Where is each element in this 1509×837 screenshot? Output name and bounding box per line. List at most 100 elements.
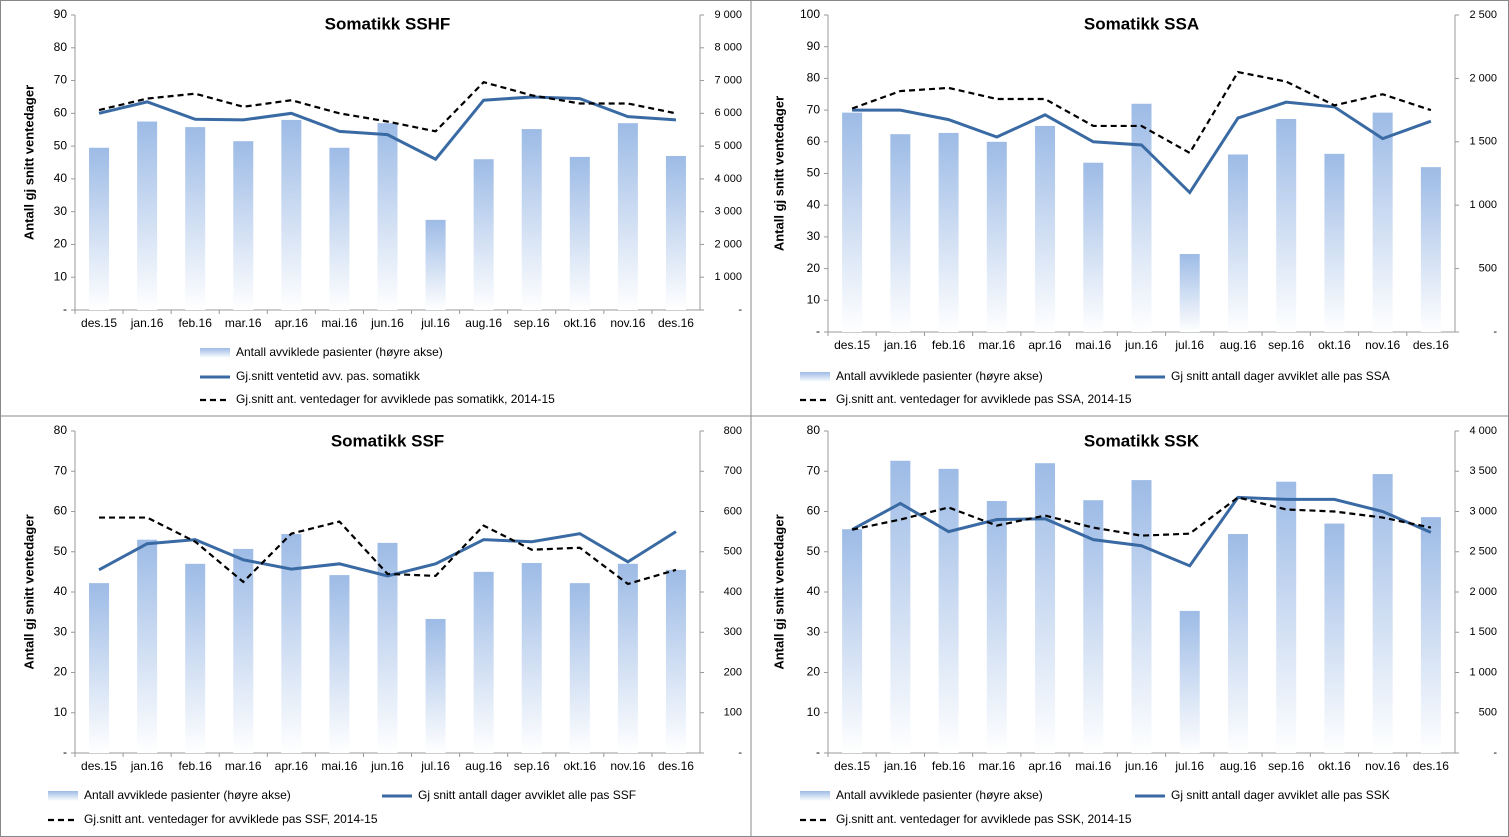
x-tick-label: apr.16	[275, 316, 309, 330]
y2-tick-label: 2 500	[1469, 546, 1497, 558]
x-tick-label: feb.16	[179, 759, 213, 773]
y2-tick-label: 300	[724, 626, 742, 638]
chart-title: Somatikk SSF	[331, 431, 444, 450]
legend-swatch	[800, 791, 830, 801]
y2-tick-label: -	[738, 304, 742, 316]
x-tick-label: sep.16	[514, 316, 550, 330]
bar	[1035, 463, 1056, 753]
x-tick-label: nov.16	[610, 759, 645, 773]
bar	[329, 147, 350, 310]
y-tick-label: 20	[807, 261, 821, 275]
y-tick-label: 20	[54, 237, 68, 251]
x-tick-label: mar.16	[978, 759, 1015, 773]
legend-label: Gj.snitt ant. ventedager for avviklede p…	[84, 812, 378, 826]
x-tick-label: des.15	[81, 759, 117, 773]
y-tick-label: 90	[807, 39, 821, 53]
y2-tick-label: 5 000	[714, 140, 742, 152]
y-tick-label: 90	[54, 7, 68, 21]
x-tick-label: jun.16	[1124, 759, 1158, 773]
y-tick-label: 50	[54, 544, 68, 558]
y-axis-label: Antall gj snitt ventedager	[771, 514, 786, 669]
bar	[1035, 125, 1056, 332]
y2-tick-label: 8 000	[714, 42, 742, 54]
bar	[1227, 154, 1248, 332]
y-tick-label: 50	[807, 166, 821, 180]
x-tick-label: apr.16	[1028, 759, 1062, 773]
y2-tick-label: 1 500	[1469, 136, 1497, 148]
x-tick-label: jan.16	[130, 316, 164, 330]
y2-tick-label: 500	[1479, 263, 1497, 275]
bar	[185, 563, 206, 753]
x-tick-label: aug.16	[1220, 759, 1257, 773]
bar	[665, 155, 686, 310]
bar	[617, 563, 638, 753]
y-tick-label: 40	[807, 584, 821, 598]
y-tick-label: 80	[807, 71, 821, 85]
bar	[1276, 118, 1297, 332]
x-tick-label: nov.16	[610, 316, 645, 330]
x-tick-label: aug.16	[465, 759, 502, 773]
x-tick-label: des.15	[834, 338, 870, 352]
y2-tick-label: 4 000	[1469, 425, 1497, 437]
x-tick-label: mai.16	[1075, 759, 1111, 773]
y2-tick-label: 1 000	[714, 271, 742, 283]
bar	[281, 534, 302, 753]
legend-label: Antall avviklede pasienter (høyre akse)	[236, 345, 443, 359]
x-tick-label: okt.16	[563, 759, 596, 773]
y-tick-label: 60	[54, 504, 68, 518]
bar	[377, 542, 398, 753]
bar	[986, 501, 1007, 753]
y2-tick-label: 500	[1479, 707, 1497, 719]
y2-tick-label: 9 000	[714, 9, 742, 21]
bar	[1083, 162, 1104, 332]
bar	[425, 219, 446, 310]
bar	[890, 460, 911, 753]
legend-label: Antall avviklede pasienter (høyre akse)	[836, 369, 1043, 383]
x-tick-label: apr.16	[275, 759, 309, 773]
bar	[890, 134, 911, 332]
y-tick-label: 30	[807, 624, 821, 638]
bar	[1179, 254, 1200, 332]
y2-tick-label: 1 500	[1469, 626, 1497, 638]
x-tick-label: jul.16	[1174, 338, 1204, 352]
y2-tick-label: 6 000	[714, 107, 742, 119]
bar	[1131, 480, 1152, 753]
bar	[233, 548, 254, 753]
bar	[521, 563, 542, 753]
bar	[1372, 474, 1393, 753]
y-tick-label: 30	[54, 624, 68, 638]
chart-title: Somatikk SSA	[1084, 14, 1199, 33]
y-tick-label: -	[816, 324, 820, 338]
y-tick-label: -	[63, 302, 67, 316]
x-tick-label: jun.16	[370, 759, 404, 773]
bar	[1324, 153, 1345, 332]
x-tick-label: mar.16	[225, 316, 262, 330]
y-tick-label: 20	[807, 665, 821, 679]
x-tick-label: jun.16	[1124, 338, 1158, 352]
x-tick-label: des.16	[1413, 759, 1449, 773]
x-tick-label: nov.16	[1365, 759, 1400, 773]
y-tick-label: 10	[807, 292, 821, 306]
y-tick-label: 20	[54, 665, 68, 679]
y-tick-label: 100	[800, 7, 820, 21]
x-tick-label: feb.16	[179, 316, 213, 330]
y2-tick-label: 7 000	[714, 74, 742, 86]
chart-title: Somatikk SSHF	[325, 14, 451, 33]
bar	[986, 141, 1007, 332]
x-tick-label: mai.16	[321, 316, 357, 330]
x-tick-label: jan.16	[883, 338, 917, 352]
y2-tick-label: 3 500	[1469, 465, 1497, 477]
y-tick-label: 70	[807, 463, 821, 477]
y2-tick-label: 100	[724, 707, 742, 719]
x-tick-label: mar.16	[978, 338, 1015, 352]
dashed-line	[99, 516, 677, 586]
y2-tick-label: 2 500	[1469, 9, 1497, 21]
y2-tick-label: -	[1493, 326, 1497, 338]
y-tick-label: -	[816, 745, 820, 759]
y2-tick-label: 3 000	[714, 206, 742, 218]
legend-swatch	[48, 791, 78, 801]
line	[852, 100, 1432, 195]
y2-tick-label: 2 000	[714, 238, 742, 250]
line	[98, 530, 677, 578]
y-tick-label: 40	[807, 197, 821, 211]
